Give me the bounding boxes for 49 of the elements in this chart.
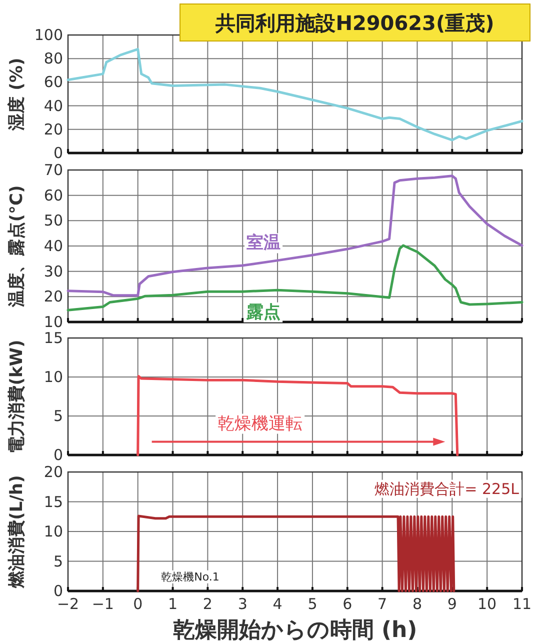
x-tick-label: 10 <box>478 595 497 613</box>
line-series <box>66 174 524 297</box>
x-tick-label: 5 <box>308 595 318 613</box>
y-tick-label: 20 <box>44 120 63 138</box>
x-axis-title: 乾燥開始からの時間 (h) <box>172 618 418 643</box>
annotation: 燃油消費合計= 225L <box>374 480 520 498</box>
x-tick-label: 3 <box>238 595 248 613</box>
x-tick-label: 2 <box>202 595 212 613</box>
y-axis-title: 燃油消費(L/h) <box>7 475 27 589</box>
y-axis-title: 湿度 (%) <box>7 58 27 132</box>
y-tick-label: 10 <box>44 368 63 386</box>
annotation: 乾燥機No.1 <box>161 570 220 584</box>
x-tick-label: 9 <box>447 595 457 613</box>
line-series <box>136 514 456 592</box>
y-tick-label: 30 <box>44 262 63 280</box>
y-tick-label: 70 <box>44 161 63 179</box>
y-tick-label: 20 <box>44 288 63 306</box>
y-axis-title: 電力消費(kW) <box>7 340 27 454</box>
x-tick-label: 8 <box>412 595 422 613</box>
series-label: 露点 <box>246 302 281 322</box>
x-tick-label: 6 <box>342 595 352 613</box>
y-tick-label: 5 <box>53 552 63 570</box>
y-tick-label: 40 <box>44 96 63 115</box>
y-tick-label: 15 <box>44 329 63 347</box>
y-tick-label: 20 <box>44 463 63 481</box>
y-axis-title: 温度、露点(°C) <box>7 185 27 308</box>
y-tick-label: 15 <box>44 492 63 511</box>
x-tick-label: 1 <box>168 595 178 613</box>
line-series <box>66 48 524 142</box>
x-tick-label: 7 <box>378 595 388 613</box>
y-tick-label: 0 <box>53 446 63 464</box>
y-tick-label: 60 <box>44 186 63 204</box>
y-tick-label: 10 <box>44 522 63 540</box>
y-tick-label: 100 <box>34 26 63 44</box>
y-tick-label: 50 <box>44 212 63 230</box>
x-tick-label: −1 <box>92 595 114 613</box>
x-tick-label: 4 <box>272 595 282 613</box>
chart-title: 共同利用施設H290623(重茂) <box>214 11 494 35</box>
y-tick-label: 5 <box>53 407 63 425</box>
y-tick-label: 10 <box>44 313 63 331</box>
y-tick-label: 0 <box>53 144 63 162</box>
y-tick-label: 40 <box>44 237 63 255</box>
y-tick-label: 80 <box>44 50 63 68</box>
x-tick-label: 0 <box>133 595 143 613</box>
line-series <box>136 374 459 456</box>
x-tick-label: 11 <box>512 595 532 613</box>
y-tick-label: 60 <box>44 73 63 92</box>
series-label: 室温 <box>246 233 281 254</box>
annotation: 乾燥機運転 <box>218 414 303 434</box>
